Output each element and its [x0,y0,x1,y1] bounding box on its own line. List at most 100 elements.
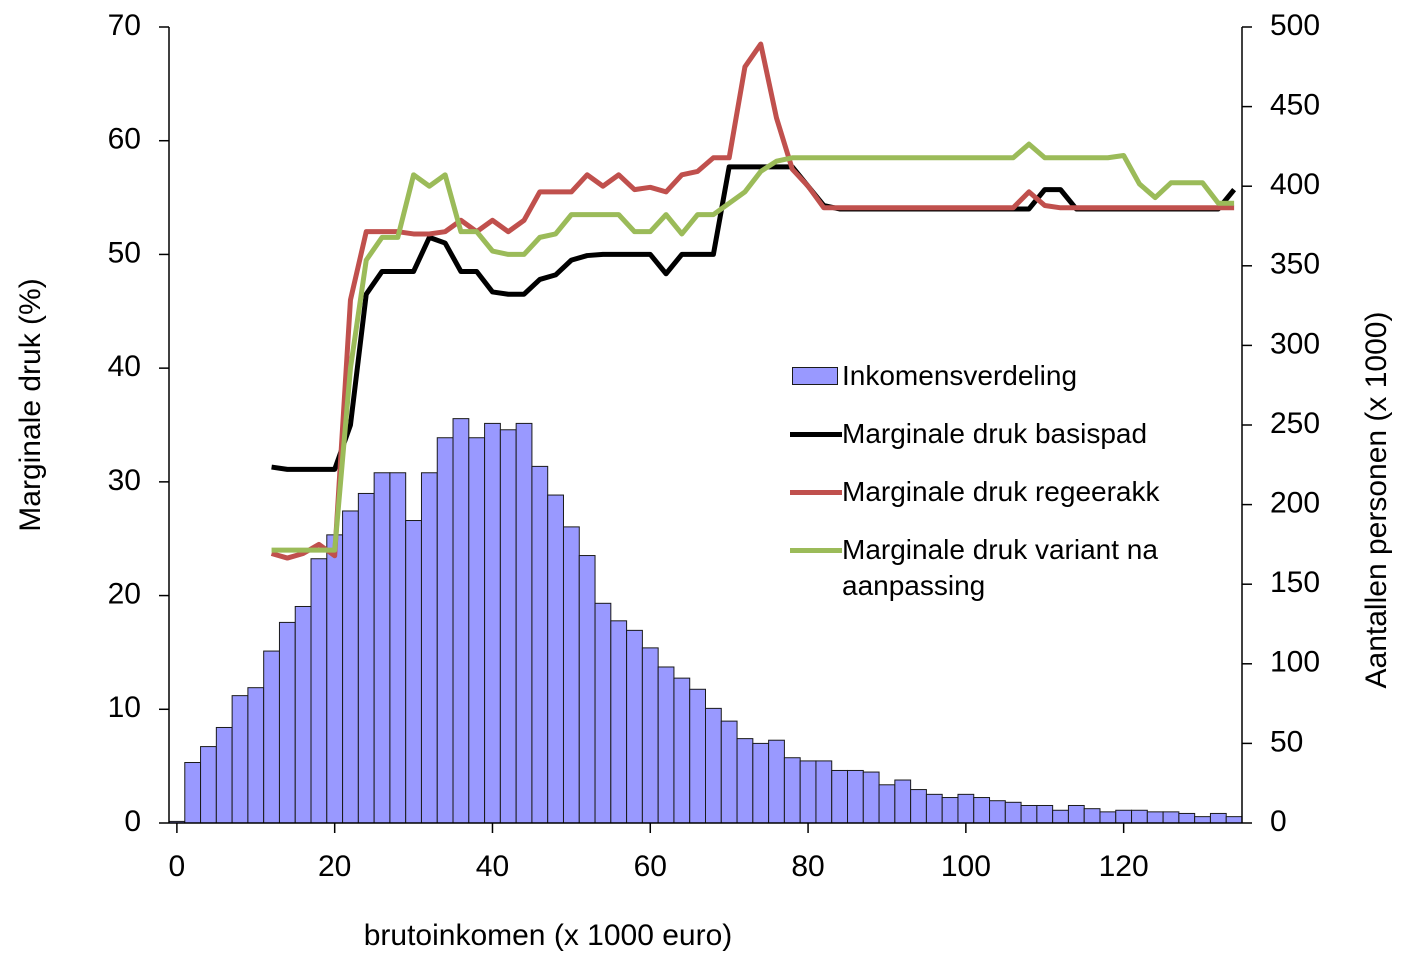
y-tick-label: 0 [124,805,141,838]
legend-label: Inkomensverdeling [842,360,1078,391]
histogram-bar [278,621,296,824]
histogram-bar [468,437,486,824]
histogram-bar [294,605,312,824]
histogram-bar [673,677,691,824]
histogram-bar [263,650,280,824]
histogram-bar [1083,808,1101,824]
legend-swatch [790,532,842,568]
histogram-bar [815,760,833,824]
histogram-bar [247,687,265,824]
y-tick-label: 10 [108,691,141,724]
x-tick-label: 80 [791,850,824,883]
y2-tick-label: 300 [1270,327,1320,360]
legend-swatch [790,358,842,394]
histogram-bar [989,800,1006,824]
histogram-bar [705,707,722,824]
histogram-bar [184,762,202,824]
y-tick-label: 30 [108,464,141,497]
x-tick-label: 20 [318,850,351,883]
histogram-bar [783,757,801,824]
y2-tick-label: 100 [1270,646,1320,679]
histogram-bar [594,602,612,824]
legend-item: Marginale druk variant na aanpassing [790,532,1190,604]
histogram-bar [1115,809,1133,824]
x-tick-label: 100 [941,850,991,883]
histogram-bar [531,465,549,824]
histogram-bar [1099,811,1117,824]
x-axis-label: brutoinkomen (x 1000 euro) [364,919,733,952]
line-series [271,141,1235,553]
histogram-bar [1194,816,1211,824]
histogram-bar [862,771,880,824]
histogram-bar [1052,809,1069,824]
y2-tick-label: 250 [1270,407,1320,440]
histogram-bar [452,418,470,824]
legend-marker [790,432,842,437]
histogram-bar [436,437,454,824]
histogram-bar [957,793,975,824]
histogram-bar [420,472,438,824]
y2-tick-label: 50 [1270,725,1303,758]
histogram-bar [547,494,564,824]
histogram-bar [610,620,628,824]
legend-label: Marginale druk basispad [842,418,1148,449]
x-tick-label: 120 [1099,850,1149,883]
legend-item: Marginale druk regeerakk [790,474,1190,510]
histogram-bar [847,769,864,824]
histogram-bar [1067,804,1085,824]
histogram-bar [578,555,596,824]
legend-label: Marginale druk regeerakk [842,476,1160,507]
y2-tick-label: 450 [1270,89,1320,122]
histogram-bar [1209,812,1227,824]
histogram-bar [720,720,738,824]
legend-marker [792,367,838,385]
histogram-bar [1004,801,1022,824]
y-tick-label: 50 [108,236,141,269]
y2-tick-label: 150 [1270,566,1320,599]
histogram-bar [799,760,817,824]
histogram-bar [310,558,328,824]
histogram-bar [342,510,359,824]
histogram-bar [752,742,770,824]
histogram-bar [515,422,533,824]
histogram-bar [1146,811,1164,824]
histogram-bar [484,422,501,824]
histogram-bar [1020,804,1038,824]
x-tick-label: 0 [169,850,186,883]
histogram-bar [689,688,706,824]
y-tick-label: 60 [108,123,141,156]
histogram-bar [562,526,580,824]
histogram-bar [1131,809,1148,824]
histogram-bar [405,520,422,824]
histogram-bar [373,472,391,824]
histogram-bar [831,769,849,824]
y2-tick-label: 200 [1270,487,1320,520]
histogram-bar [894,779,912,824]
y2-tick-label: 0 [1270,805,1287,838]
legend-marker [790,548,842,553]
histogram-bar [231,695,249,824]
legend-item: Inkomensverdeling [790,358,1190,394]
histogram-bar [1036,804,1054,824]
y2-tick-label: 350 [1270,248,1320,281]
y2-axis-label: Aantallen personen (x 1000) [1360,312,1393,689]
histogram-bar [973,797,991,824]
y-tick-label: 70 [108,9,141,42]
histogram-bar [641,647,659,824]
histogram-bar [941,797,959,824]
legend-swatch [790,474,842,510]
histogram-bar [736,738,754,824]
histogram-bar [1162,811,1180,824]
histogram-bar [357,492,375,824]
y-axis-label: Marginale druk (%) [14,278,47,531]
histogram-bar [1225,816,1243,824]
histogram-bar [910,789,927,824]
line-series [270,41,1235,561]
legend: Inkomensverdeling Marginale druk basispad… [790,358,1190,626]
y-tick-label: 40 [108,350,141,383]
legend-item: Marginale druk basispad [790,416,1190,452]
histogram-bar [326,534,344,824]
legend-label: Marginale druk variant na aanpassing [842,534,1158,601]
